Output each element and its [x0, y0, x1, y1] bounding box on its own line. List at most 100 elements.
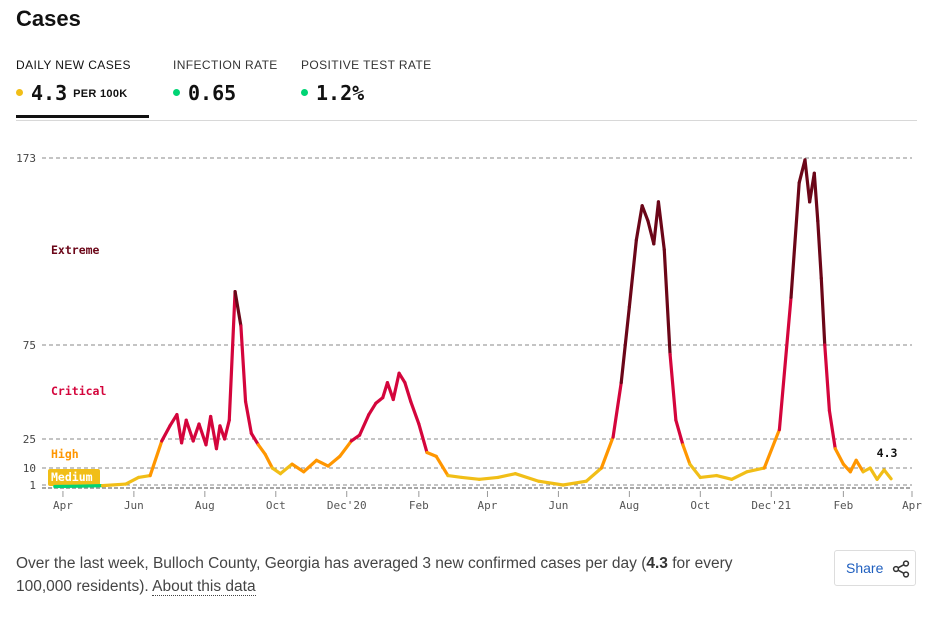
- y-tick-label: 25: [23, 433, 36, 446]
- series-segment: [349, 433, 362, 443]
- x-tick-label: Apr: [478, 499, 498, 512]
- series-segment: [417, 422, 429, 455]
- series-segment: [223, 418, 231, 441]
- zone-label-medium: Medium: [51, 470, 93, 484]
- series-segment: [619, 305, 631, 385]
- series-segment: [833, 447, 845, 466]
- tab-value-row: 4.3 PER 100K: [16, 81, 131, 105]
- tab-label: INFECTION RATE: [173, 58, 278, 72]
- series-segment: [714, 473, 734, 481]
- y-tick-label: 10: [23, 462, 36, 475]
- series-segment: [136, 473, 152, 480]
- series-segment: [777, 295, 793, 432]
- series-segment: [681, 443, 692, 466]
- y-tick-label: 173: [16, 152, 36, 165]
- metric-tabs: DAILY NEW CASES 4.3 PER 100K INFECTION RA…: [16, 58, 917, 121]
- series-segment: [209, 414, 219, 451]
- series-segment: [634, 204, 644, 242]
- series-segment: [425, 450, 438, 458]
- tab-label: DAILY NEW CASES: [16, 58, 131, 72]
- series-segment: [409, 399, 421, 426]
- series-segment: [326, 454, 342, 468]
- status-dot-icon: [16, 89, 23, 97]
- series-segment: [698, 473, 719, 480]
- series-segment: [100, 482, 128, 488]
- share-button[interactable]: Share: [834, 550, 916, 586]
- tab-value: 4.3: [31, 81, 68, 105]
- series-segment: [868, 466, 879, 481]
- series-segment: [745, 466, 766, 474]
- series-segment: [227, 289, 237, 422]
- x-tick-label: Apr: [53, 499, 73, 512]
- x-tick-label: Dec'20: [327, 499, 367, 512]
- series-segment: [446, 473, 464, 480]
- series-segment: [816, 219, 823, 280]
- series-segment: [875, 468, 886, 481]
- series-segment: [841, 462, 852, 474]
- series-segment: [662, 247, 672, 356]
- tab-value: 0.65: [188, 81, 237, 105]
- zone-label-background: [48, 469, 100, 486]
- tab-value: 1.2%: [316, 81, 365, 105]
- zone-label-high: High: [51, 447, 79, 461]
- series-segment: [239, 324, 248, 403]
- tab-label: POSITIVE TEST RATE: [301, 58, 432, 72]
- series-segment: [803, 158, 812, 204]
- series-segment: [397, 371, 407, 385]
- series-segment: [314, 458, 330, 468]
- tab-value-row: 0.65: [173, 81, 278, 105]
- series-segment: [175, 412, 184, 445]
- x-tick-label: Dec'21: [751, 499, 791, 512]
- series-segment: [256, 443, 267, 457]
- x-tick-label: Feb: [409, 499, 429, 512]
- series-segment: [762, 428, 782, 470]
- series-segment: [688, 462, 702, 480]
- series-segment: [460, 475, 481, 481]
- x-tick-label: Apr: [902, 499, 922, 512]
- series-segment: [403, 381, 413, 403]
- cases-chart: 1 10 25 75 173 Apr Jun Aug Oct Dec'20 Feb Apr Jun Aug…: [16, 152, 922, 512]
- series-segment: [197, 422, 208, 447]
- x-tick-label: Aug: [195, 499, 215, 512]
- series-segment: [357, 412, 371, 437]
- series-segment: [656, 200, 666, 252]
- series-segment: [243, 399, 253, 435]
- series-segment: [789, 181, 801, 299]
- y-tick-label: 75: [23, 339, 36, 352]
- series-segment: [179, 418, 188, 445]
- x-tick-label: Feb: [833, 499, 853, 512]
- series-segment: [848, 458, 858, 474]
- tab-infection-rate[interactable]: INFECTION RATE 0.65: [173, 58, 278, 105]
- tab-positive-test-rate[interactable]: POSITIVE TEST RATE 1.2%: [301, 58, 432, 105]
- series-segment: [148, 439, 164, 478]
- series-segment: [184, 418, 195, 443]
- series-segment: [214, 424, 222, 451]
- series-segment: [434, 454, 450, 478]
- series-segment: [77, 484, 105, 488]
- series-segment: [367, 401, 378, 417]
- series-segment: [627, 238, 638, 309]
- status-dot-icon: [173, 89, 180, 97]
- tab-value-row: 1.2%: [301, 81, 432, 105]
- tab-unit: PER 100K: [73, 87, 128, 100]
- series-segment: [674, 418, 685, 447]
- tab-daily-new-cases[interactable]: DAILY NEW CASES 4.3 PER 100K: [16, 58, 149, 118]
- zone-label-extreme: Extreme: [51, 243, 100, 257]
- series-segment: [823, 343, 832, 413]
- series-segment: [537, 479, 565, 487]
- x-tick-label: Jun: [124, 499, 144, 512]
- series-segment: [124, 475, 141, 486]
- description-highlight: 4.3: [646, 555, 668, 572]
- description-text-middle: for every 100,000 residents).: [16, 555, 733, 595]
- series-segment: [819, 276, 827, 347]
- series-segment: [204, 414, 213, 447]
- share-label: Share: [846, 560, 884, 576]
- series-segment: [611, 381, 623, 439]
- series-segment: [730, 470, 749, 481]
- description-text: Over the last week, Bulloch County, Geor…: [16, 555, 647, 572]
- x-tick-label: Oct: [266, 499, 286, 512]
- y-tick-label: 1: [29, 479, 36, 492]
- status-dot-icon: [301, 89, 308, 97]
- page-title: Cases: [16, 6, 81, 31]
- about-data-link[interactable]: About this data: [152, 578, 256, 596]
